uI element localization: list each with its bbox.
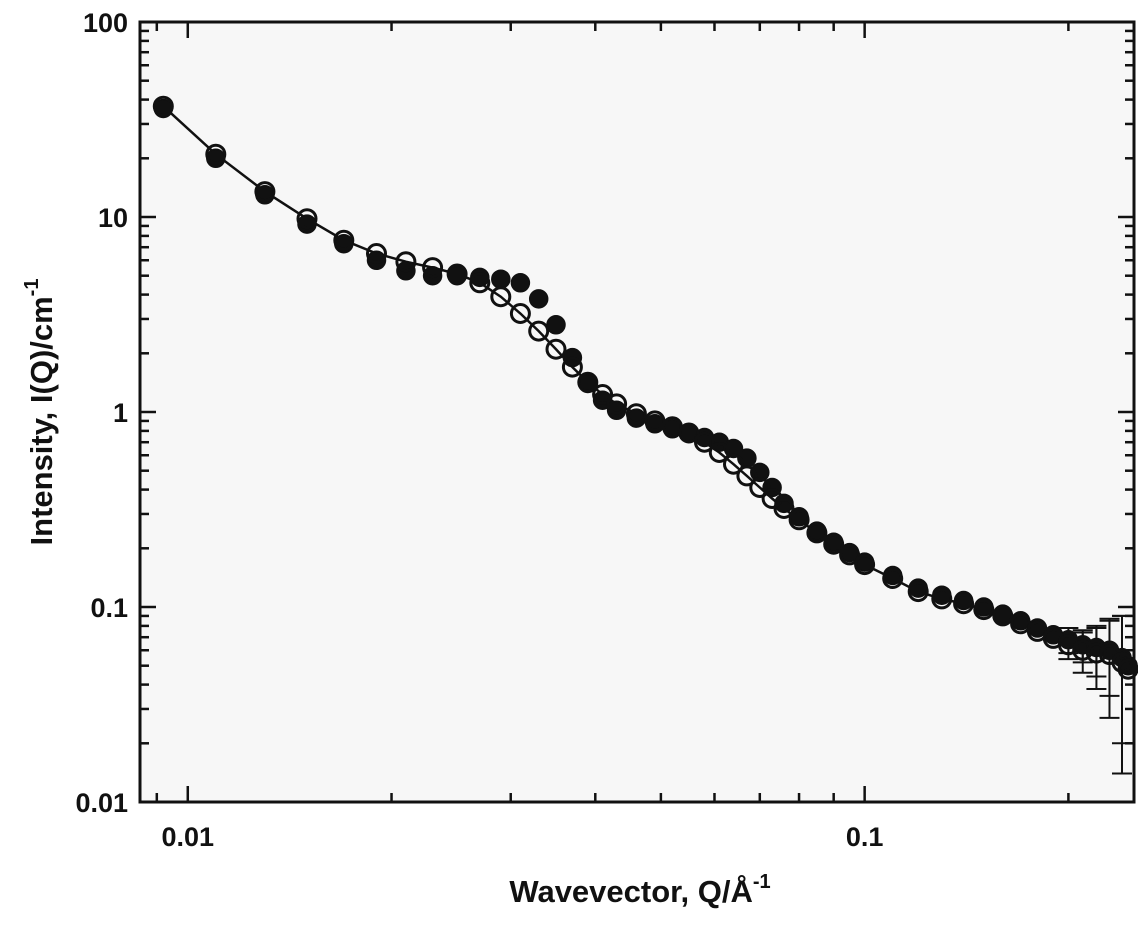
open-point	[395, 251, 417, 273]
open-point	[592, 384, 614, 405]
open-point	[882, 568, 904, 589]
open-point	[678, 422, 700, 444]
open-point	[561, 356, 583, 378]
open-point	[577, 371, 599, 393]
open-point	[854, 554, 876, 576]
x-tick-label: 0.01	[161, 822, 214, 852]
x-axis-label: Wavevector, Q/Å-1	[509, 871, 770, 909]
open-point	[1085, 642, 1107, 664]
open-point	[254, 181, 276, 203]
open-point	[1111, 651, 1133, 673]
tick-labels: 0.01 0.1 0.01 0.1 1 10 100	[75, 8, 883, 852]
open-point	[366, 243, 387, 264]
open-point	[625, 403, 647, 425]
open-point	[992, 605, 1014, 627]
open-point	[469, 272, 491, 294]
open-point	[446, 263, 468, 285]
open-point	[907, 581, 929, 603]
open-point	[152, 95, 174, 117]
open-point	[606, 393, 628, 415]
y-tick-label: 0.01	[75, 788, 128, 818]
filled-point	[606, 400, 627, 421]
open-point	[1072, 639, 1094, 661]
open-point	[545, 338, 567, 360]
open-point	[973, 599, 995, 621]
open-point	[839, 544, 861, 566]
x-tick-label: 0.1	[846, 822, 884, 852]
open-point	[806, 522, 828, 544]
open-point	[788, 509, 810, 531]
filled-point	[528, 289, 549, 309]
y-tick-label: 10	[98, 203, 128, 233]
open-point	[953, 593, 975, 615]
data-points	[152, 95, 1138, 680]
open-point	[1010, 613, 1032, 635]
open-point	[509, 303, 531, 324]
filled-point	[510, 273, 531, 293]
open-point	[773, 498, 795, 519]
filled-point	[366, 250, 387, 271]
open-point	[694, 431, 715, 453]
open-point	[528, 320, 550, 342]
filled-point	[491, 269, 511, 289]
y-tick-label: 100	[83, 8, 128, 38]
open-point	[736, 465, 758, 487]
open-point	[422, 257, 444, 279]
open-point	[490, 286, 512, 308]
open-point	[296, 208, 318, 230]
y-axis-label: Intensity, I(Q)/cm-1	[21, 279, 59, 546]
open-point	[333, 229, 355, 251]
open-point	[723, 453, 744, 475]
filled-point	[546, 315, 566, 335]
open-point	[823, 533, 845, 555]
open-point	[931, 588, 953, 610]
y-tick-label: 0.1	[90, 593, 128, 623]
open-point	[205, 143, 227, 165]
open-point	[708, 442, 730, 463]
plot-frame	[138, 20, 1136, 804]
open-point	[749, 477, 771, 498]
y-tick-label: 1	[113, 398, 128, 428]
open-point	[1117, 658, 1138, 680]
